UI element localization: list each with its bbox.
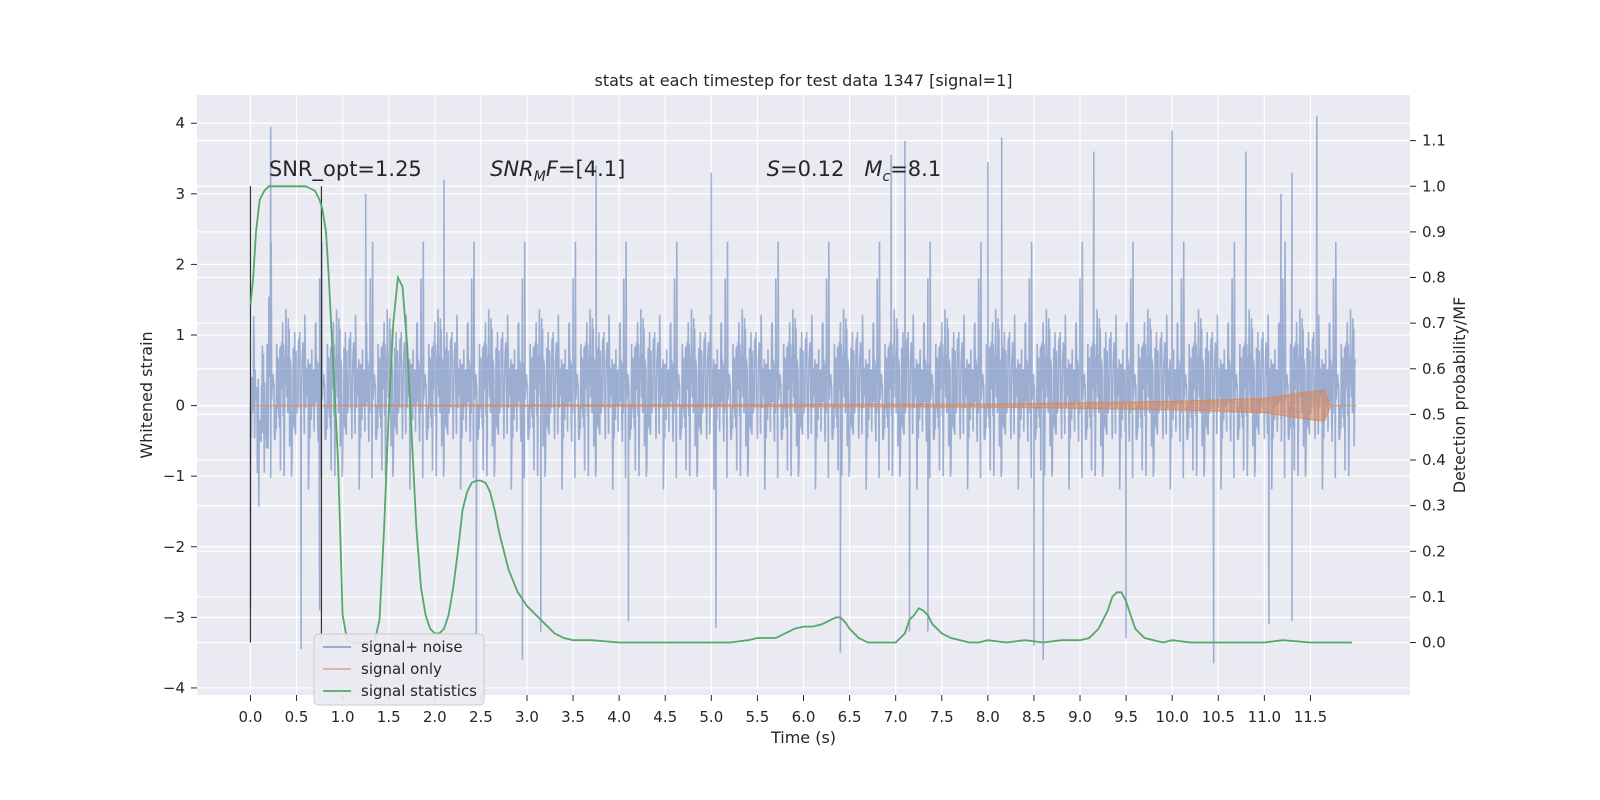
y2-tick-label: 1.0	[1422, 177, 1446, 195]
y2-tick-label: 0.3	[1422, 497, 1446, 515]
y-tick-label: 0	[175, 397, 185, 415]
legend-box	[313, 633, 485, 706]
legend: signal+ noise signal only signal statistic…	[313, 633, 485, 706]
annotation-snr-opt: SNR_opt=1.25	[269, 157, 422, 182]
x-tick-label: 4.5	[653, 708, 677, 726]
annotation-snr-mf: SNRMF=[4.1]	[490, 157, 625, 185]
legend-label: signal+ noise	[361, 638, 463, 656]
tick-layer: 0.0 0.5 1.0 1.5 2.0 2.5 3.0 3.5 4.0 4.5 5.0 5.5 6.0 6…	[163, 114, 1446, 726]
x-tick-label: 7.0	[884, 708, 908, 726]
x-tick-label: 4.0	[607, 708, 631, 726]
y-tick-label: 1	[175, 326, 185, 344]
chart-title: stats at each timestep for test data 134…	[594, 71, 1012, 90]
x-tick-label: 8.0	[976, 708, 1000, 726]
y2-axis-label: Detection probability/MF	[1450, 297, 1469, 494]
y2-tick-label: 0.7	[1422, 314, 1446, 332]
legend-label: signal only	[361, 660, 442, 678]
y-tick-label: 2	[175, 255, 185, 273]
x-tick-label: 1.0	[331, 708, 355, 726]
y2-tick-label: 0.1	[1422, 588, 1446, 606]
y-tick-label: −2	[163, 538, 185, 556]
x-tick-label: 9.0	[1068, 708, 1092, 726]
x-tick-label: 3.0	[515, 708, 539, 726]
x-tick-label: 2.5	[469, 708, 493, 726]
y-tick-label: −3	[163, 608, 185, 626]
y2-tick-label: 1.1	[1422, 132, 1446, 150]
vertical-markers	[249, 186, 323, 643]
x-tick-label: 11.5	[1294, 708, 1327, 726]
x-tick-label: 7.5	[930, 708, 954, 726]
x-tick-label: 0.5	[285, 708, 309, 726]
x-axis-label: Time (s)	[770, 728, 836, 747]
y-tick-label: 4	[175, 114, 185, 132]
annotation-s-mc: S=0.12 Mc=8.1	[767, 157, 942, 185]
x-tick-label: 5.5	[745, 708, 769, 726]
y2-tick-label: 0.4	[1422, 451, 1446, 469]
x-tick-label: 9.5	[1114, 708, 1138, 726]
y2-tick-label: 0.5	[1422, 405, 1446, 423]
x-tick-label: 10.0	[1155, 708, 1188, 726]
x-tick-label: 11.0	[1248, 708, 1281, 726]
y-axis-label: Whitened strain	[137, 331, 156, 458]
x-tick-label: 3.5	[561, 708, 585, 726]
annotations: SNR_opt=1.25 SNRMF=[4.1] S=0.12 Mc=8.1	[269, 157, 941, 185]
x-tick-label: 0.0	[239, 708, 263, 726]
y2-tick-label: 0.9	[1422, 223, 1446, 241]
y-tick-label: −1	[163, 467, 185, 485]
x-tick-label: 10.5	[1202, 708, 1235, 726]
series-signal-only	[250, 389, 1357, 422]
signal-only-line	[250, 389, 1357, 422]
x-tick-label: 6.5	[838, 708, 862, 726]
legend-label: signal statistics	[361, 682, 477, 700]
y2-tick-label: 0.8	[1422, 269, 1446, 287]
x-tick-label: 8.5	[1022, 708, 1046, 726]
x-tick-label: 5.0	[699, 708, 723, 726]
y2-tick-label: 0.2	[1422, 542, 1446, 560]
x-tick-label: 6.0	[792, 708, 816, 726]
y2-tick-label: 0.0	[1422, 634, 1446, 652]
x-tick-label: 2.0	[423, 708, 447, 726]
x-tick-label: 1.5	[377, 708, 401, 726]
y2-tick-label: 0.6	[1422, 360, 1446, 378]
y-tick-label: 3	[175, 185, 185, 203]
y-tick-label: −4	[163, 679, 185, 697]
